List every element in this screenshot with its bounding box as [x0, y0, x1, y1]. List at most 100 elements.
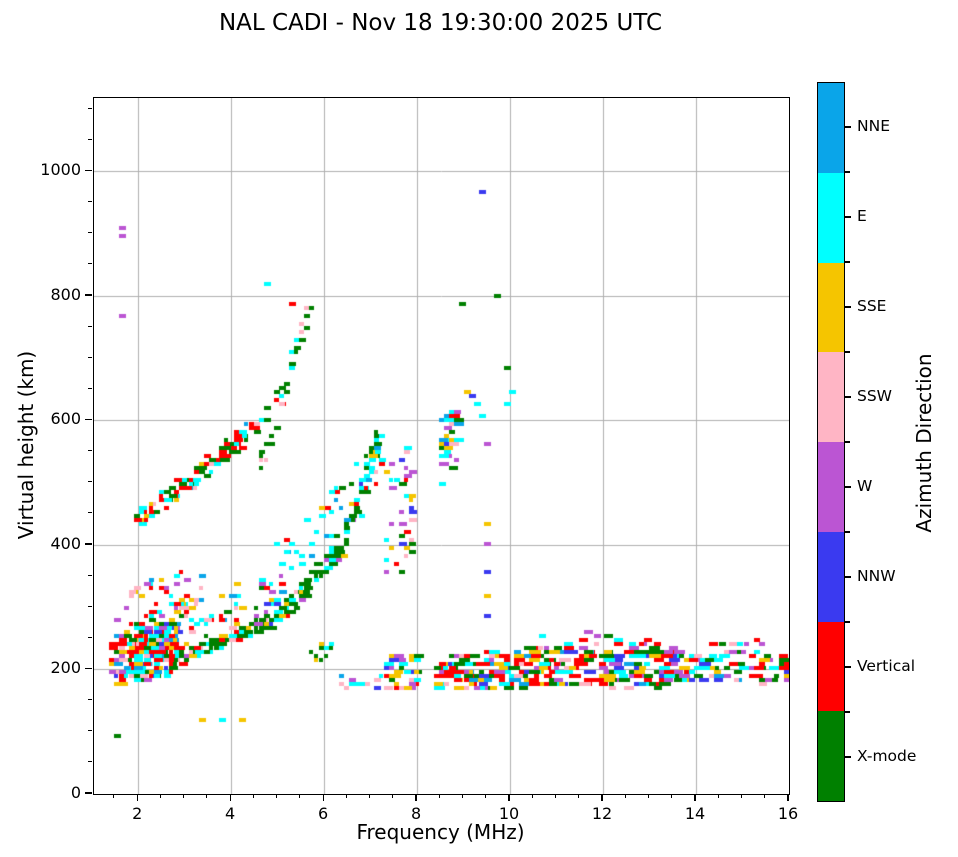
x-tick-label: 14 [684, 804, 706, 823]
colorbar-category-label: X-mode [857, 747, 917, 765]
x-axis-label: Frequency (MHz) [356, 820, 525, 844]
x-minor-tick [624, 794, 626, 798]
x-minor-tick [369, 794, 371, 798]
colorbar-tick [845, 306, 851, 308]
y-minor-tick [88, 387, 92, 389]
y-minor-tick [88, 512, 92, 514]
y-minor-tick [88, 263, 92, 265]
colorbar-tick [845, 486, 851, 488]
colorbar-category-label: W [857, 477, 873, 495]
y-minor-tick [88, 232, 92, 234]
y-major-tick [85, 169, 92, 172]
colorbar-boundary-tick [845, 531, 850, 533]
x-minor-tick [206, 794, 208, 798]
colorbar-tick [845, 126, 851, 128]
x-minor-tick [555, 794, 557, 798]
colorbar-tick [845, 216, 851, 218]
y-minor-tick [88, 356, 92, 358]
y-minor-tick [88, 201, 92, 203]
colorbar-tick [845, 756, 851, 758]
colorbar-category-label: SSE [857, 297, 887, 315]
x-major-tick [136, 794, 138, 801]
y-tick-label: 0 [70, 783, 81, 802]
y-tick-label: 200 [50, 658, 81, 678]
chart-title: NAL CADI - Nov 18 19:30:00 2025 UTC [218, 10, 663, 36]
x-minor-tick [276, 794, 278, 798]
colorbar-boundary-tick [845, 261, 850, 263]
x-tick-label: 2 [132, 804, 143, 823]
y-tick-label: 800 [50, 284, 81, 304]
colorbar-boundary-tick [845, 711, 850, 713]
x-minor-tick [183, 794, 185, 798]
colorbar-tick [845, 396, 851, 398]
x-minor-tick [345, 794, 347, 798]
x-major-tick [601, 794, 603, 801]
colorbar-category-label: SSW [857, 387, 893, 405]
x-tick-label: 6 [318, 804, 329, 823]
x-minor-tick [578, 794, 580, 798]
x-minor-tick [671, 794, 673, 798]
y-minor-tick [88, 730, 92, 732]
colorbar-segment-nnw [818, 531, 844, 622]
colorbar [817, 82, 845, 802]
x-major-tick [415, 794, 417, 801]
colorbar-boundary-tick [845, 171, 850, 173]
x-minor-tick [764, 794, 766, 798]
x-minor-tick [113, 794, 115, 798]
colorbar-tick [845, 666, 851, 668]
x-major-tick [694, 794, 696, 801]
y-minor-tick [88, 605, 92, 607]
x-tick-label: 16 [777, 804, 799, 823]
y-major-tick [85, 294, 92, 296]
x-major-tick [229, 794, 231, 801]
colorbar-segment-w [818, 442, 844, 532]
y-minor-tick [88, 450, 92, 452]
y-tick-label: 1000 [40, 160, 81, 180]
y-minor-tick [88, 574, 92, 576]
colorbar-boundary-tick [845, 351, 850, 353]
y-major-tick [85, 792, 92, 794]
x-major-tick [322, 794, 324, 801]
x-minor-tick [252, 794, 254, 798]
y-minor-tick [88, 636, 92, 638]
x-tick-label: 12 [591, 804, 613, 823]
plot-area [93, 97, 790, 795]
x-minor-tick [299, 794, 301, 798]
colorbar-segment-vertical [818, 621, 844, 712]
y-major-tick [85, 543, 92, 545]
x-minor-tick [717, 794, 719, 798]
y-major-tick [85, 418, 92, 421]
y-tick-label: 400 [50, 533, 81, 553]
x-tick-label: 10 [498, 804, 520, 823]
colorbar-category-label: NNE [857, 117, 890, 135]
x-minor-tick [159, 794, 161, 798]
colorbar-category-label: NNW [857, 567, 896, 585]
colorbar-segment-sse [818, 262, 844, 353]
y-minor-tick [88, 481, 92, 483]
colorbar-boundary-tick [845, 621, 850, 623]
colorbar-segment-ssw [818, 352, 844, 442]
ionogram-scatter-canvas [94, 98, 789, 794]
y-axis-label: Virtual height (km) [14, 350, 38, 540]
colorbar-category-label: E [857, 207, 867, 225]
colorbar-segment-nne [818, 83, 844, 173]
y-minor-tick [88, 761, 92, 763]
x-minor-tick [531, 794, 533, 798]
colorbar-tick [845, 576, 851, 578]
colorbar-axis-label: Azimuth Direction [912, 353, 936, 533]
colorbar-category-label: Vertical [857, 657, 916, 675]
x-tick-label: 4 [225, 804, 236, 823]
y-minor-tick [88, 107, 92, 109]
x-minor-tick [462, 794, 464, 798]
x-minor-tick [438, 794, 440, 798]
x-minor-tick [648, 794, 650, 798]
y-major-tick [85, 667, 92, 670]
x-minor-tick [392, 794, 394, 798]
y-tick-label: 600 [50, 409, 81, 429]
y-minor-tick [88, 138, 92, 140]
y-minor-tick [88, 325, 92, 327]
x-major-tick [508, 794, 510, 801]
x-tick-label: 8 [410, 804, 422, 823]
x-minor-tick [485, 794, 487, 798]
